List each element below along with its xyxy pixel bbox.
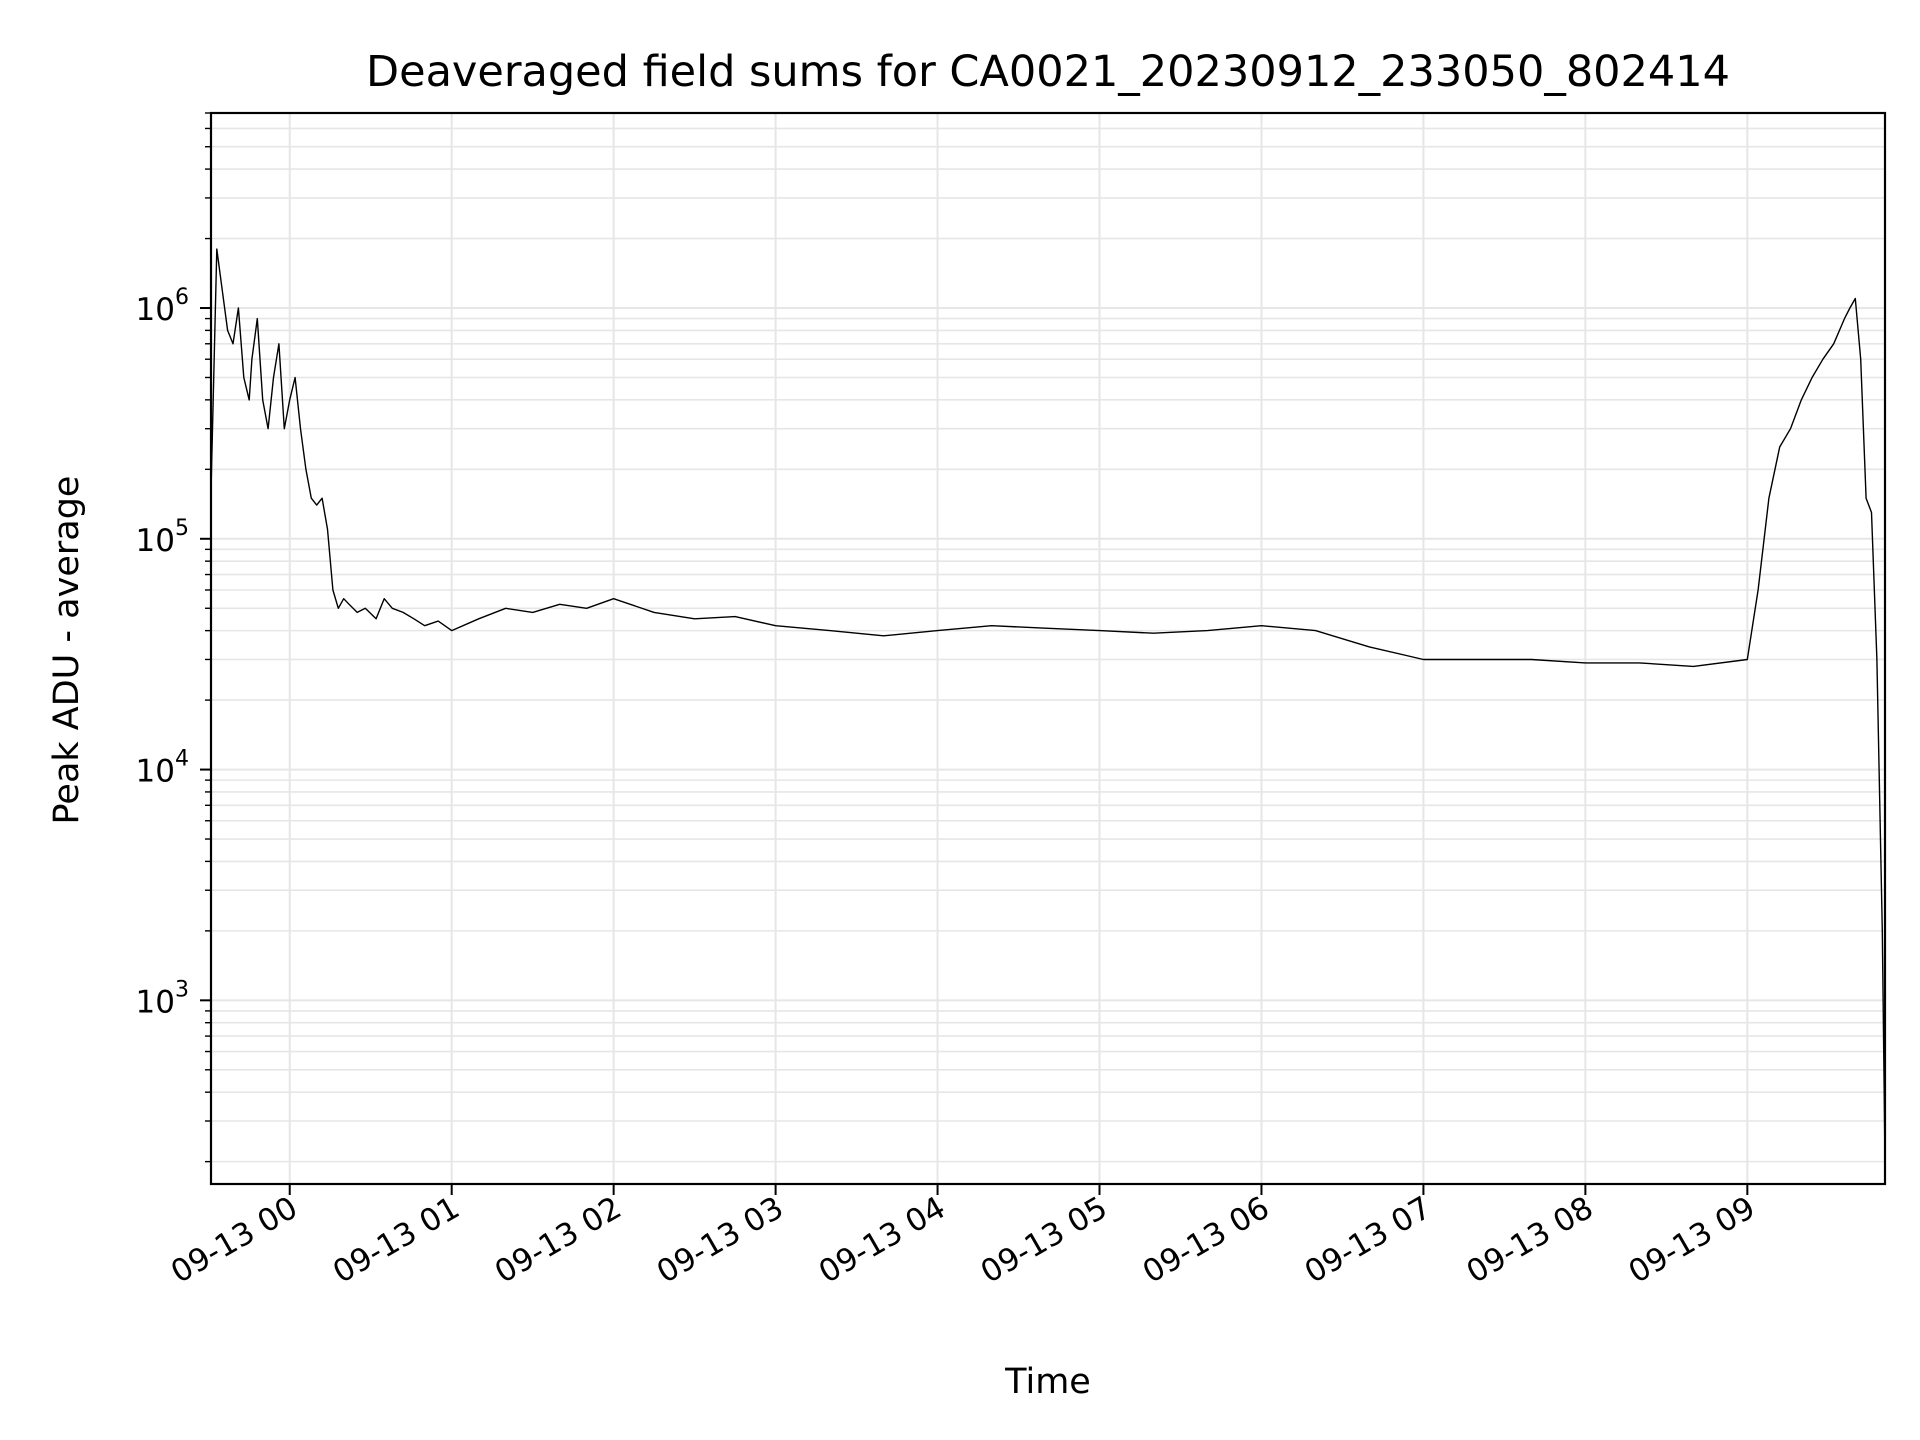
plot-frame	[209, 111, 1887, 1186]
y-axis-label: Peak ADU - average	[47, 476, 87, 825]
y-axis: 103 104 105 106	[136, 112, 211, 1163]
y-tick-label: 104	[136, 747, 189, 790]
y-tick-label: 106	[136, 285, 189, 328]
grid-lines	[211, 112, 1885, 1184]
y-tick-label: 103	[136, 977, 189, 1020]
x-axis-label: Time	[1004, 1362, 1091, 1402]
data-series	[210, 248, 1886, 1162]
chart-title: Deaveraged field sums for CA0021_2023091…	[366, 47, 1730, 97]
y-tick-label: 105	[136, 516, 189, 559]
series-line	[210, 248, 1886, 1162]
